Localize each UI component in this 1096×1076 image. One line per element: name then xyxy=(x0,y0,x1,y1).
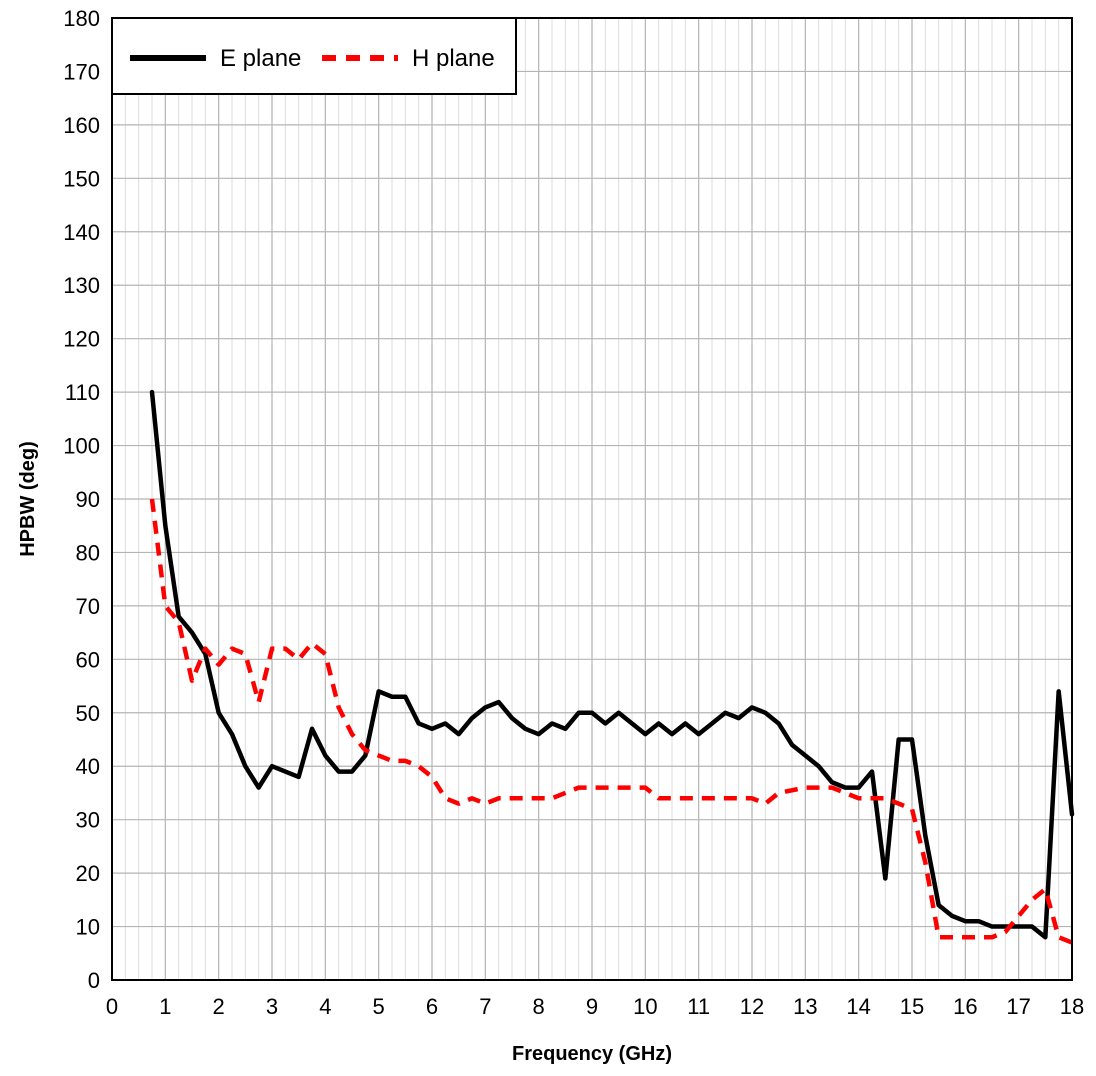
x-tick-label: 8 xyxy=(533,994,545,1019)
y-tick-labels: 0 10 20 30 40 50 60 70 80 90 100 110 120 130 140 150 160… xyxy=(63,6,100,993)
x-tick-label: 4 xyxy=(319,994,331,1019)
x-tick-label: 2 xyxy=(213,994,225,1019)
x-axis-title: Frequency (GHz) xyxy=(512,1043,672,1065)
y-tick-label: 30 xyxy=(76,808,100,833)
x-tick-label: 15 xyxy=(900,994,924,1019)
x-tick-labels: 0 1 2 3 4 5 6 7 8 9 10 11 12 13 14 15 16 17 18 xyxy=(106,994,1084,1019)
y-tick-label: 140 xyxy=(63,220,100,245)
y-tick-label: 100 xyxy=(63,434,100,459)
x-tick-label: 18 xyxy=(1060,994,1084,1019)
y-tick-label: 40 xyxy=(76,754,100,779)
series-layer xyxy=(149,389,1075,945)
x-tick-label: 14 xyxy=(846,994,870,1019)
y-tick-label: 160 xyxy=(63,113,100,138)
y-tick-label: 110 xyxy=(65,380,100,405)
y-tick-label: 60 xyxy=(76,647,100,672)
y-tick-label: 70 xyxy=(76,594,100,619)
y-tick-label: 130 xyxy=(63,273,100,298)
y-tick-label: 180 xyxy=(63,6,100,31)
y-tick-label: 80 xyxy=(76,540,100,565)
x-tick-label: 3 xyxy=(266,994,278,1019)
x-tick-label: 6 xyxy=(426,994,438,1019)
x-tick-label: 9 xyxy=(586,994,598,1019)
y-tick-label: 120 xyxy=(63,327,100,352)
y-tick-label: 170 xyxy=(63,59,100,84)
x-tick-label: 12 xyxy=(740,994,764,1019)
legend-label-h-plane: H plane xyxy=(412,45,495,72)
x-tick-label: 13 xyxy=(793,994,817,1019)
y-tick-label: 50 xyxy=(76,701,100,726)
legend: E plane H plane xyxy=(111,17,517,95)
plot-frame xyxy=(111,17,1073,981)
y-axis-title: HPBW (deg) xyxy=(17,441,39,557)
major-grid xyxy=(111,17,1073,981)
y-tick-label: 150 xyxy=(63,166,100,191)
series-line-h-plane xyxy=(149,498,1073,945)
x-tick-label: 16 xyxy=(953,994,977,1019)
y-tick-label: 0 xyxy=(88,968,100,993)
x-tick-label: 11 xyxy=(687,994,710,1019)
x-tick-label: 7 xyxy=(479,994,491,1019)
y-tick-label: 20 xyxy=(76,861,100,886)
x-tick-label: 10 xyxy=(633,994,657,1019)
y-tick-label: 10 xyxy=(76,915,100,940)
x-tick-label: 1 xyxy=(159,994,171,1019)
x-tick-label: 5 xyxy=(373,994,385,1019)
y-tick-label: 90 xyxy=(76,487,100,512)
legend-label-e-plane: E plane xyxy=(220,45,301,72)
x-tick-label: 17 xyxy=(1006,994,1030,1019)
x-tick-label: 0 xyxy=(106,994,118,1019)
series-line-e-plane xyxy=(149,389,1075,940)
